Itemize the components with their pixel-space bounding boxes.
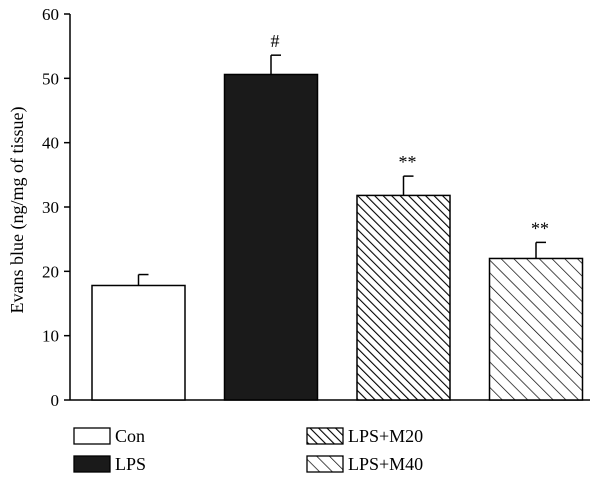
legend-swatch-lps-m20	[306, 427, 344, 445]
bar-lps-m40	[488, 257, 584, 401]
y-tick-label: 60	[42, 5, 59, 24]
legend-label: LPS+M40	[348, 454, 423, 474]
y-tick-label: 10	[42, 327, 59, 346]
bars: # ** **	[91, 31, 584, 401]
y-axis-title: Evans blue (ng/mg of tissue)	[7, 107, 28, 314]
bar-con	[91, 284, 186, 401]
bar-lps-m20	[356, 194, 451, 401]
legend-swatch-con	[73, 427, 111, 445]
y-tick-label: 50	[42, 69, 59, 88]
legend: Con LPS LPS+M20 LPS+M40	[73, 426, 423, 474]
legend-swatch-lps-m40	[306, 455, 344, 473]
y-tick-label: 30	[42, 198, 59, 217]
legend-label: LPS	[115, 454, 146, 474]
significance-marker: **	[399, 152, 417, 172]
legend-label: LPS+M20	[348, 426, 423, 446]
y-tick-label: 40	[42, 134, 59, 153]
significance-marker: #	[271, 31, 280, 51]
significance-marker: **	[531, 218, 549, 238]
legend-label: Con	[115, 426, 145, 446]
legend-swatch-lps	[73, 455, 111, 473]
y-tick-label: 0	[51, 391, 60, 410]
y-tick-label: 20	[42, 262, 59, 281]
bar-lps	[223, 73, 319, 401]
